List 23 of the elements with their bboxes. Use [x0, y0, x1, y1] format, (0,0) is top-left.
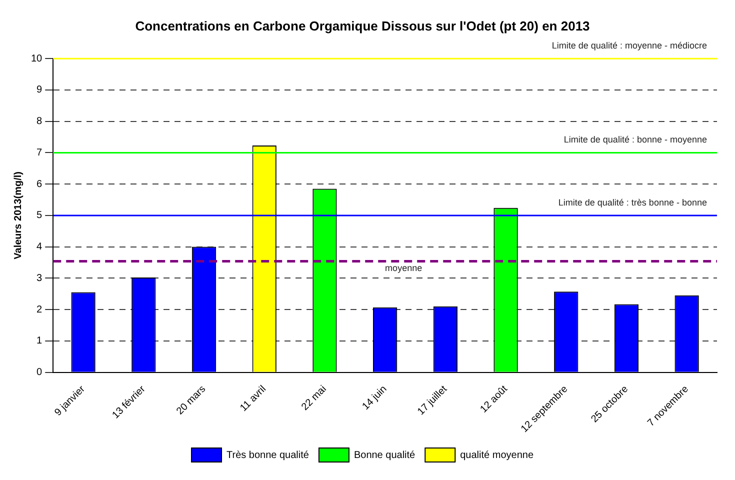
- legend-label: Bonne qualité: [354, 450, 416, 461]
- y-tick-label: 1: [36, 336, 43, 347]
- chart-title: Concentrations en Carbone Orgamique Dissous sur l'Odet (pt 20) en 2013: [135, 18, 590, 34]
- legend-label: Très bonne qualité: [226, 450, 310, 461]
- y-tick-label: 10: [31, 53, 43, 64]
- ref-line-label: Limite de qualité : moyenne - médiocre: [552, 40, 707, 51]
- y-tick-label: 0: [36, 367, 43, 378]
- y-tick-label: 6: [36, 178, 43, 190]
- x-tick-label: 22 mai: [300, 384, 329, 413]
- y-tick-label: 5: [36, 210, 43, 222]
- y-tick-label: 8: [36, 116, 43, 128]
- ref-line-label: moyenne: [385, 263, 422, 274]
- legend-label: qualité moyenne: [460, 450, 534, 461]
- y-tick-label: 7: [36, 147, 43, 158]
- x-tick-label: 14 juin: [360, 384, 390, 412]
- y-tick-label: 2: [36, 304, 43, 316]
- ref-line-label: Limite de qualité : bonne - moyenne: [564, 134, 707, 145]
- ref-line-label: Limite de qualité : très bonne - bonne: [558, 197, 707, 208]
- x-tick-label: 12 août: [478, 384, 510, 416]
- y-axis-title: Valeurs 2013(mg/l): [12, 172, 24, 260]
- y-tick-label: 3: [36, 272, 43, 284]
- y-tick-label: 4: [36, 242, 43, 253]
- y-tick-label: 9: [36, 84, 43, 96]
